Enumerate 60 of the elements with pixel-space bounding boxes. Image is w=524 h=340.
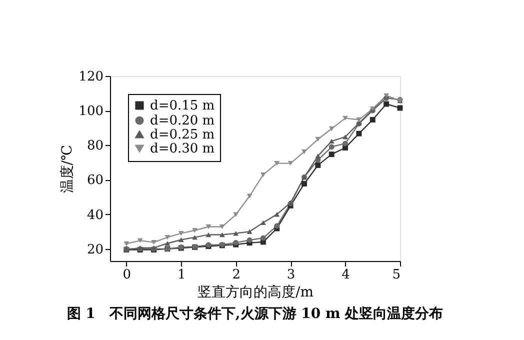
point [178,237,184,242]
point [233,230,239,236]
point [288,160,294,166]
point [274,212,280,217]
point [397,105,403,111]
point [192,234,198,240]
point [315,136,321,142]
point [328,138,334,144]
point [356,130,362,136]
point [233,212,239,218]
point [246,237,252,243]
y-tick-label: 120 [78,70,104,84]
y-tick-label: 40 [86,208,104,223]
x-axis-title: 竖直方向的高度/m [198,284,314,300]
point [219,224,225,230]
x-tick-label: 1 [177,268,186,282]
y-tick-label: 80 [86,138,104,154]
point [328,144,334,150]
point [328,126,334,132]
point [356,117,362,122]
point [302,149,307,154]
point [274,160,280,166]
point [384,101,390,107]
x-tick-label: 5 [392,268,400,282]
point [370,117,376,122]
point [328,152,334,158]
point [192,228,198,233]
point [137,238,143,243]
point [164,240,170,246]
point [260,220,266,225]
point [274,223,280,229]
point [246,194,252,199]
y-tick-label: 20 [86,242,104,258]
legend-label: d=0.20 m [150,114,215,128]
point [302,180,307,186]
point [206,232,212,238]
caption: 图 1 不同网格尺寸条件下,火源下游 10 m 处竖向温度分布 [66,305,444,322]
point [315,162,321,168]
y-tick-label: 60 [86,173,104,188]
point [151,240,157,245]
point [342,116,348,121]
legend-label: d=0.25 m [150,128,215,142]
point [246,229,252,234]
point [178,230,184,236]
point [315,154,321,158]
legend-label: d=0.15 m [150,98,215,114]
point [260,235,266,241]
point [342,140,348,146]
point [124,241,130,246]
point [206,224,212,230]
point [164,234,170,240]
y-tick-label: 100 [78,104,104,120]
legend-label: d=0.30 m [150,142,215,156]
x-tick-label: 3 [286,268,296,282]
x-tick-label: 0 [122,268,132,282]
point [260,172,266,178]
x-tick-label: 4 [342,268,350,282]
point [219,232,225,238]
y-axis-title: 温度/℃ [60,144,76,194]
x-tick-label: 2 [232,268,240,282]
